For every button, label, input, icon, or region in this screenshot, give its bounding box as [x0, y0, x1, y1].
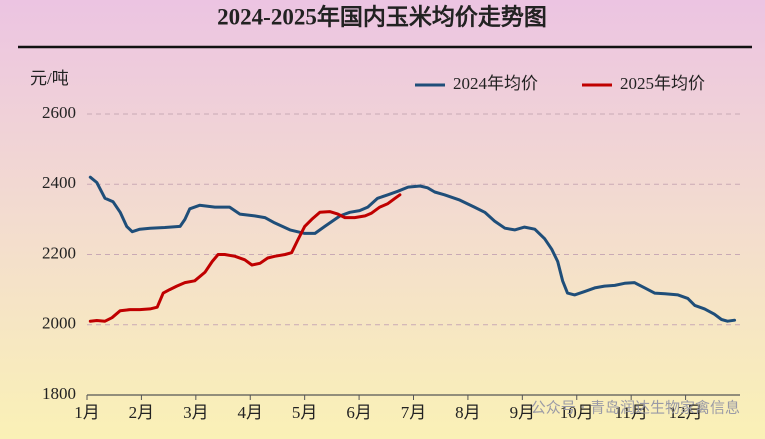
y-tick-label: 2400	[42, 173, 76, 192]
x-tick-label: 2月	[129, 403, 155, 422]
x-tick-label: 3月	[183, 403, 209, 422]
x-tick-label: 4月	[238, 403, 264, 422]
chart-title: 2024-2025年国内玉米均价走势图	[217, 3, 547, 29]
x-tick-label: 8月	[455, 403, 481, 422]
y-tick-label: 1800	[42, 384, 76, 403]
x-tick-label: 7月	[401, 403, 427, 422]
y-tick-label: 2600	[42, 103, 76, 122]
x-tick-label: 5月	[292, 403, 318, 422]
x-tick-label: 11月	[614, 403, 647, 422]
y-tick-label: 2000	[42, 314, 76, 333]
x-tick-label: 12月	[669, 403, 703, 422]
legend-label: 2024年均价	[453, 74, 538, 93]
watermark: 公众号 · 青岛润达生物家禽信息	[531, 399, 740, 417]
y-axis-label: 元/吨	[30, 69, 69, 88]
x-tick-label: 10月	[560, 403, 594, 422]
x-tick-label: 6月	[346, 403, 372, 422]
series-line	[88, 193, 402, 323]
legend-label: 2025年均价	[620, 74, 705, 93]
x-tick-label: 9月	[510, 403, 536, 422]
x-tick-label: 1月	[74, 403, 100, 422]
y-tick-label: 2200	[42, 243, 76, 262]
series-line	[88, 175, 737, 323]
